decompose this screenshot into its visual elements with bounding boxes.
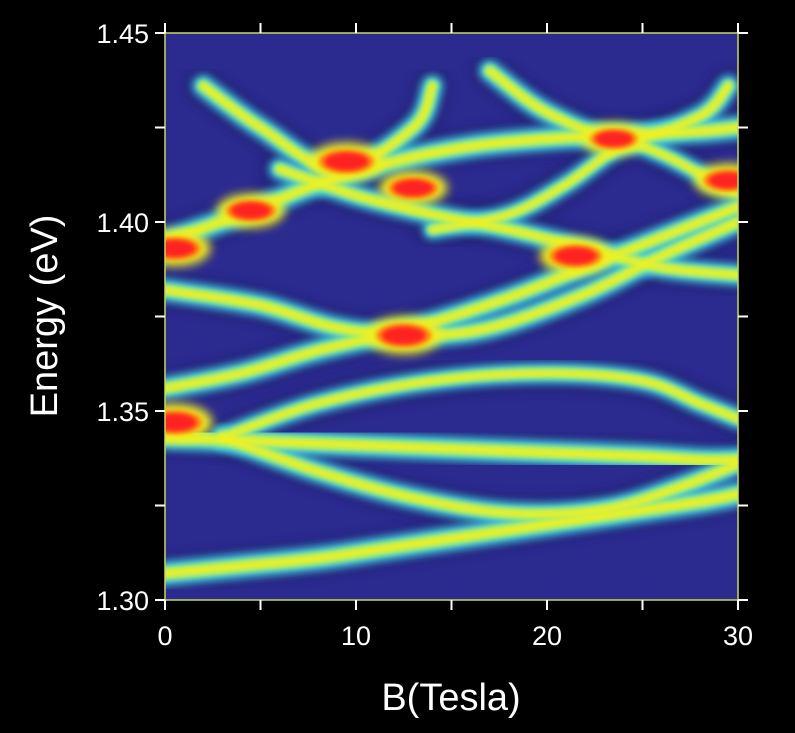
x-tick-label: 0: [157, 621, 172, 651]
band-core: [165, 434, 738, 464]
y-tick-label: 1.45: [96, 19, 149, 49]
y-tick-label: 1.35: [96, 397, 149, 427]
band-core: [165, 218, 738, 339]
x-tick-label: 30: [723, 621, 753, 651]
hotspot: [379, 170, 448, 206]
hotspot: [165, 230, 211, 267]
heatmap-layer: [165, 50, 738, 594]
y-tick-label: 1.30: [96, 586, 149, 616]
band-core: [219, 434, 738, 518]
hotspot: [308, 142, 385, 181]
x-tick-label: 20: [532, 621, 562, 651]
hotspot: [165, 403, 213, 442]
hotspot: [539, 237, 612, 275]
hotspot: [581, 122, 647, 155]
hotspot: [365, 316, 442, 355]
band-core: [165, 490, 738, 577]
axes-layer: 0 10 20 30 1.30 1.35 1.40 1.45: [96, 19, 753, 651]
y-axis-title: Energy (eV): [24, 215, 66, 418]
band-core: [276, 166, 738, 278]
hotspot: [694, 163, 738, 198]
band-core: [219, 370, 738, 441]
x-tick-label: 10: [341, 621, 371, 651]
hotspot: [216, 193, 286, 228]
x-axis-title: B(Tesla): [381, 677, 520, 719]
band-core: [165, 203, 738, 392]
y-tick-label: 1.40: [96, 208, 149, 238]
